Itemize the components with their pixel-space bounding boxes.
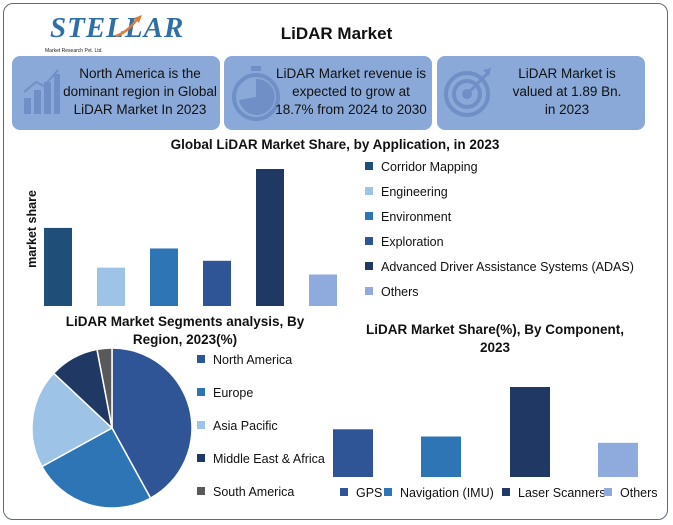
- legend-swatch: [365, 287, 373, 295]
- legend-swatch: [384, 488, 392, 496]
- legend-swatch: [340, 488, 348, 496]
- legend-swatch: [365, 262, 373, 270]
- component-legend-item: GPS: [340, 486, 382, 500]
- application-legend-item: Environment: [365, 210, 451, 224]
- card-line: LiDAR Market In 2023: [73, 102, 207, 117]
- info-card-growth: LiDAR Market revenue is expected to grow…: [224, 56, 432, 130]
- component-bar: [333, 429, 373, 477]
- bar-growth-icon: [23, 69, 60, 114]
- region-legend-item: Asia Pacific: [197, 419, 278, 433]
- application-bar: [203, 260, 231, 306]
- region-legend-item: North America: [197, 353, 292, 367]
- logo-wordmark: STELLAR: [50, 12, 185, 44]
- legend-label: Europe: [213, 386, 254, 400]
- legend-label: Navigation (IMU): [400, 486, 494, 500]
- region-legend-item: Europe: [197, 386, 253, 400]
- card-line: valued at 1.89 Bn.: [512, 84, 622, 99]
- legend-label: Others: [620, 486, 658, 500]
- card-line: North America is the: [79, 66, 201, 81]
- card-line: LiDAR Market is: [518, 66, 616, 81]
- component-bar: [510, 387, 550, 477]
- legend-swatch: [197, 421, 205, 429]
- legend-label: South America: [213, 485, 295, 499]
- info-card-region: North America is the dominant region in …: [12, 56, 220, 130]
- application-legend-item: Corridor Mapping: [365, 160, 478, 174]
- legend-label: Others: [381, 285, 419, 299]
- component-bar: [421, 436, 461, 477]
- legend-label: GPS: [356, 486, 383, 500]
- legend-swatch: [197, 355, 205, 363]
- pie-slice: [40, 426, 152, 509]
- legend-swatch: [365, 187, 373, 195]
- region-legend-item: South America: [197, 485, 294, 499]
- legend-swatch: [197, 388, 205, 396]
- component-chart-title: LiDAR Market Share(%), By Component, 202…: [365, 322, 625, 355]
- legend-label: North America: [213, 353, 293, 367]
- legend-swatch: [365, 237, 373, 245]
- application-legend-item: Others: [365, 285, 419, 299]
- card-line: expected to grow at: [292, 84, 410, 99]
- stellar-logo: STELLAR Market Research Pvt. Ltd.: [44, 12, 183, 60]
- legend-swatch: [197, 487, 205, 495]
- legend-label: Environment: [381, 210, 452, 224]
- application-bar: [150, 248, 178, 306]
- component-legend-item: Navigation (IMU): [384, 486, 494, 500]
- application-legend-item: Engineering: [365, 185, 448, 199]
- stopwatch-icon: [232, 66, 280, 121]
- application-bar: [256, 169, 284, 306]
- pie-slice: [31, 372, 114, 468]
- application-bar: [44, 227, 72, 306]
- component-legend-item: Laser Scanners: [502, 486, 606, 500]
- target-icon: [444, 68, 491, 117]
- pie-slice: [111, 347, 193, 500]
- info-card-value: LiDAR Market is valued at 1.89 Bn. in 20…: [437, 56, 645, 130]
- component-legend-item: Others: [604, 486, 658, 500]
- component-bar: [598, 442, 638, 477]
- legend-label: Advanced Driver Assistance Systems (ADAS…: [381, 260, 634, 274]
- legend-swatch: [604, 488, 612, 496]
- legend-swatch: [365, 212, 373, 220]
- card-line: LiDAR Market revenue is: [275, 66, 427, 81]
- application-legend-item: Advanced Driver Assistance Systems (ADAS…: [365, 260, 634, 274]
- page-title: LiDAR Market: [280, 24, 393, 43]
- legend-label: Asia Pacific: [213, 419, 278, 433]
- card-line: in 2023: [544, 102, 590, 117]
- application-bar: [309, 274, 337, 306]
- logo-tagline: Market Research Pvt. Ltd.: [45, 48, 103, 54]
- legend-swatch: [502, 488, 510, 496]
- region-legend-item: Middle East & Africa: [197, 452, 325, 466]
- application-chart-title: Global LiDAR Market Share, by Applicatio…: [170, 137, 500, 152]
- legend-label: Laser Scanners: [518, 486, 606, 500]
- card-line: dominant region in Global: [63, 84, 217, 99]
- legend-swatch: [365, 162, 373, 170]
- legend-label: Exploration: [381, 235, 444, 249]
- pie-slice: [96, 347, 113, 429]
- legend-label: Engineering: [381, 185, 448, 199]
- legend-label: Corridor Mapping: [381, 160, 478, 174]
- logo-arrow-icon: [115, 15, 142, 38]
- application-legend-item: Exploration: [365, 235, 444, 249]
- legend-label: Middle East & Africa: [213, 452, 325, 466]
- legend-swatch: [197, 454, 205, 462]
- region-chart-title: LiDAR Market Segments analysis, By Regio…: [65, 314, 305, 347]
- application-bar: [97, 267, 125, 306]
- card-line: 18.7% from 2024 to 2030: [275, 102, 427, 117]
